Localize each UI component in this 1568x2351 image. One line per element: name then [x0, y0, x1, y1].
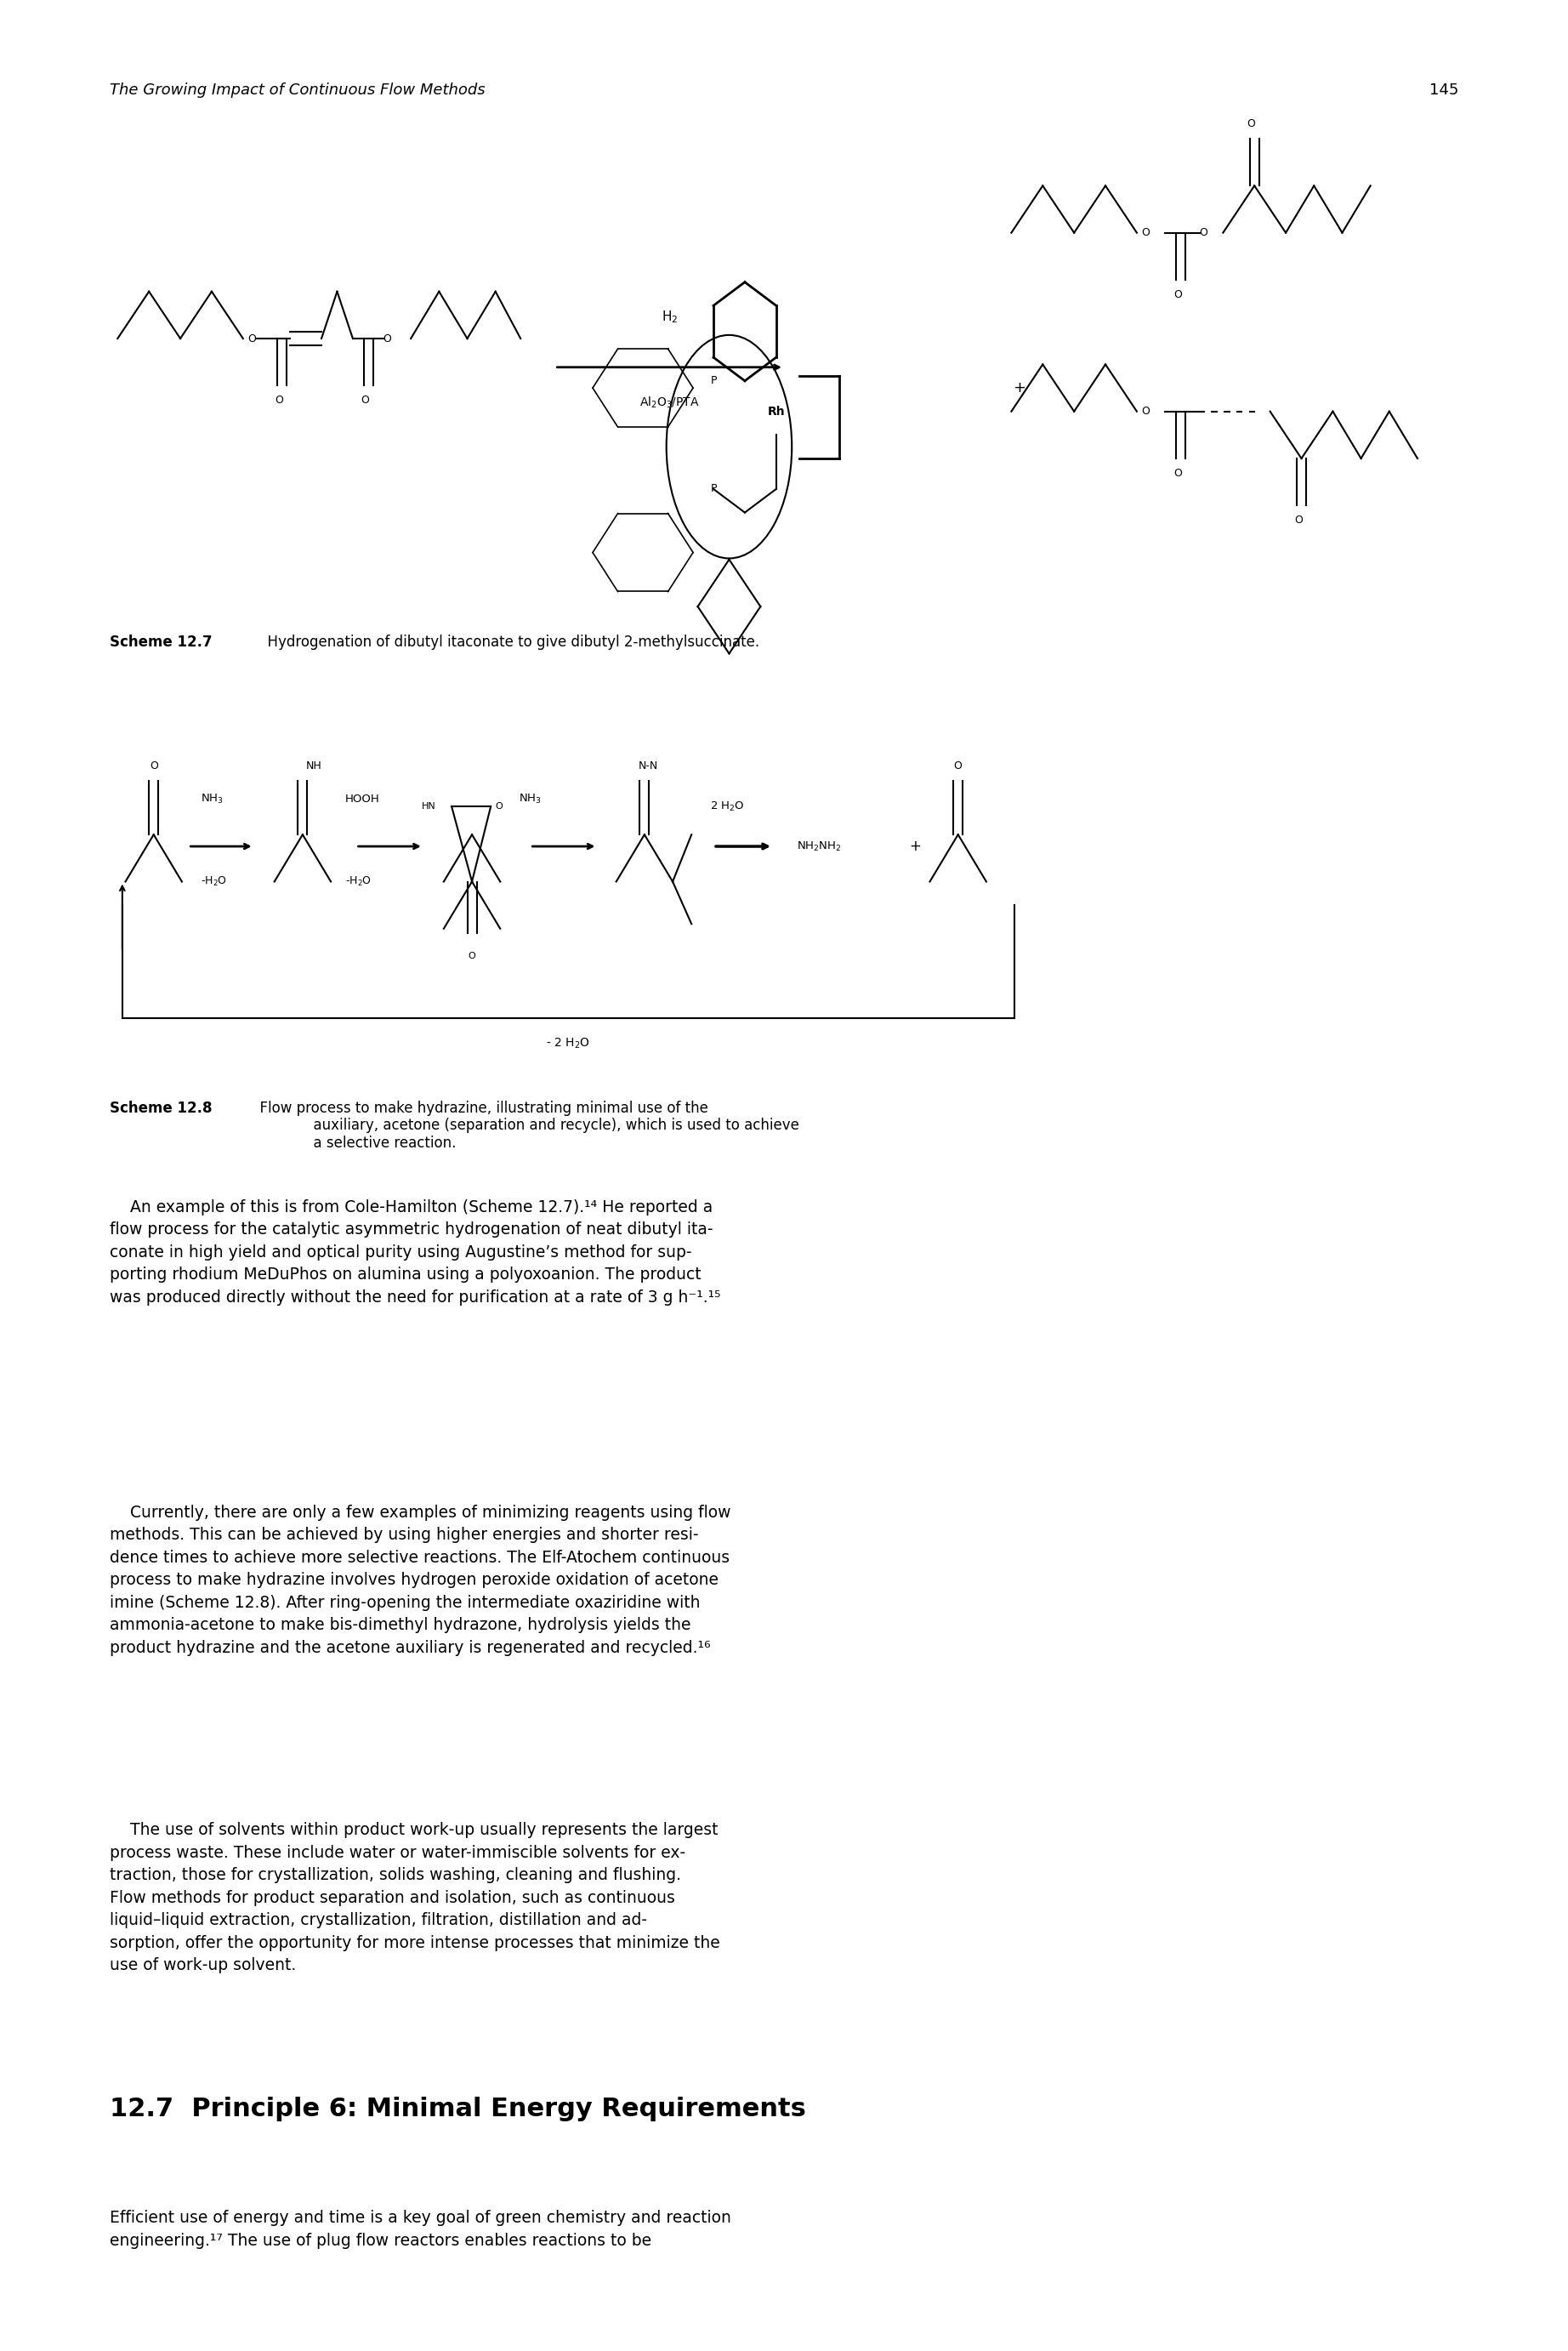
Text: NH: NH — [306, 759, 321, 771]
Text: O: O — [1200, 228, 1207, 237]
Text: An example of this is from Cole-Hamilton (Scheme 12.7).¹⁴ He reported a
flow pro: An example of this is from Cole-Hamilton… — [110, 1199, 721, 1305]
Text: O: O — [469, 952, 475, 962]
Text: O: O — [383, 334, 390, 343]
Text: 2 H$_2$O: 2 H$_2$O — [710, 799, 745, 813]
Text: O: O — [149, 759, 158, 771]
Text: O: O — [274, 395, 284, 407]
Text: O: O — [1247, 118, 1256, 129]
Text: NH$_3$: NH$_3$ — [201, 792, 223, 806]
Text: The Growing Impact of Continuous Flow Methods: The Growing Impact of Continuous Flow Me… — [110, 82, 485, 99]
Text: HN: HN — [422, 802, 436, 811]
Text: The use of solvents within product work-up usually represents the largest
proces: The use of solvents within product work-… — [110, 1822, 720, 1972]
Text: Scheme 12.7: Scheme 12.7 — [110, 635, 212, 651]
Text: Scheme 12.8: Scheme 12.8 — [110, 1100, 212, 1117]
Text: 145: 145 — [1428, 82, 1458, 99]
Text: O: O — [1294, 515, 1303, 527]
Text: O: O — [248, 334, 256, 343]
Text: H$_2$: H$_2$ — [662, 308, 677, 324]
Text: NH$_3$: NH$_3$ — [519, 792, 541, 806]
Text: N-N: N-N — [638, 759, 659, 771]
Text: O: O — [495, 802, 503, 811]
Text: Rh: Rh — [767, 404, 786, 418]
Text: O: O — [1173, 289, 1182, 301]
Text: O: O — [1142, 228, 1149, 237]
Text: P: P — [710, 376, 717, 386]
Text: 12.7  Principle 6: Minimal Energy Requirements: 12.7 Principle 6: Minimal Energy Require… — [110, 2097, 806, 2121]
Text: +: + — [1013, 381, 1025, 395]
Text: NH$_2$NH$_2$: NH$_2$NH$_2$ — [797, 839, 840, 853]
Text: O: O — [953, 759, 963, 771]
Text: -H$_2$O: -H$_2$O — [201, 875, 227, 889]
Text: O: O — [1173, 468, 1182, 480]
Text: Flow process to make hydrazine, illustrating minimal use of the
              au: Flow process to make hydrazine, illustra… — [251, 1100, 800, 1152]
Text: - 2 H$_2$O: - 2 H$_2$O — [546, 1037, 591, 1051]
Text: Hydrogenation of dibutyl itaconate to give dibutyl 2-methylsuccinate.: Hydrogenation of dibutyl itaconate to gi… — [259, 635, 759, 651]
Text: -H$_2$O: -H$_2$O — [345, 875, 372, 889]
Text: +: + — [909, 839, 922, 853]
Text: O: O — [1142, 407, 1149, 416]
Text: O: O — [361, 395, 370, 407]
Text: P: P — [710, 484, 717, 494]
Text: Efficient use of energy and time is a key goal of green chemistry and reaction
e: Efficient use of energy and time is a ke… — [110, 2210, 731, 2248]
Text: HOOH: HOOH — [345, 795, 379, 804]
Text: Currently, there are only a few examples of minimizing reagents using flow
metho: Currently, there are only a few examples… — [110, 1505, 731, 1655]
Text: Al$_2$O$_3$/PTA: Al$_2$O$_3$/PTA — [640, 395, 699, 409]
